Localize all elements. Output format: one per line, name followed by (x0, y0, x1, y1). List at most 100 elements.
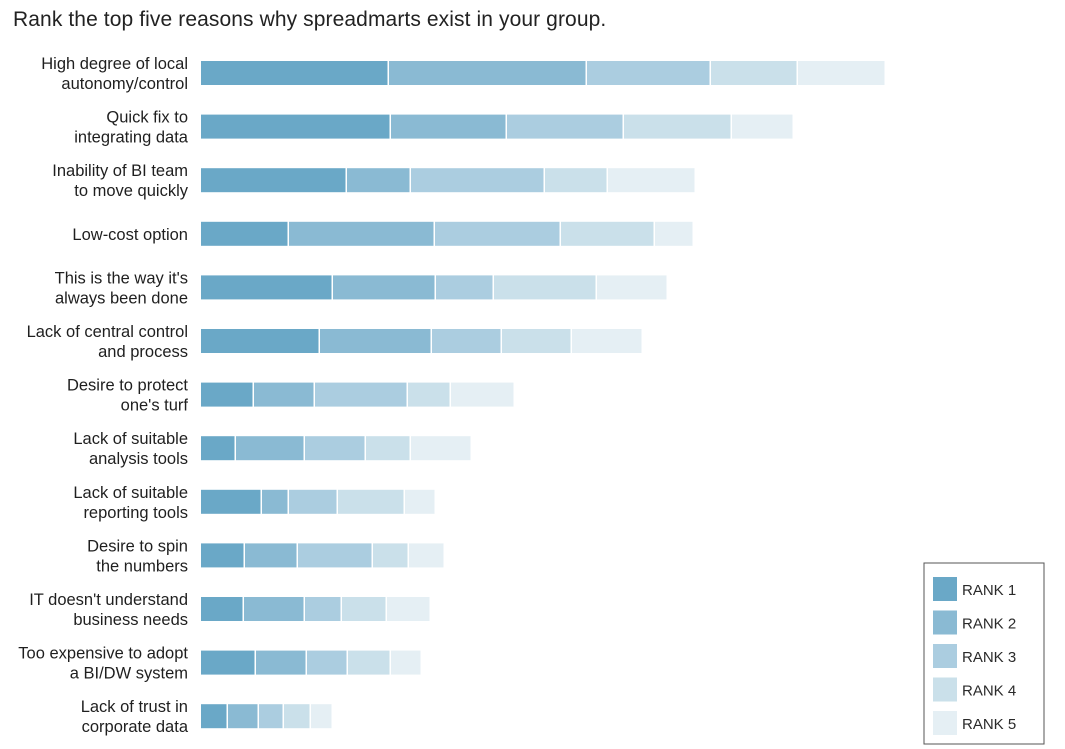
category-label-line: Inability of BI team (52, 162, 188, 180)
bar-segment-rank-4 (561, 221, 654, 246)
bar-segment-rank-2 (256, 650, 306, 675)
category-label-line: IT doesn't understand (29, 591, 188, 609)
category-label: Quick fix to integrating data (74, 109, 189, 147)
category-label-line: Lack of suitable (73, 484, 188, 502)
bar-segment-rank-3 (587, 61, 710, 85)
bar-segment-rank-1 (201, 114, 390, 139)
bar-segment-rank-4 (624, 114, 731, 139)
bar-segment-rank-1 (201, 275, 332, 300)
bar-segment-rank-3 (298, 543, 372, 568)
legend-label: RANK 5 (962, 716, 1016, 733)
category-label-line: a BI/DW system (70, 665, 188, 683)
bar-segment-rank-3 (411, 168, 544, 193)
category-label-line: always been done (55, 289, 188, 307)
category-label: Lack of central control and process (27, 323, 188, 361)
category-label-line: Lack of trust in (81, 698, 188, 716)
bar-segment-rank-5 (572, 329, 642, 353)
category-label: Inability of BI team to move quickly (52, 162, 188, 200)
category-label-line: analysis tools (89, 450, 188, 468)
category-label-line: reporting tools (83, 504, 188, 522)
category-label-line: Desire to protect (67, 377, 188, 395)
bar-segment-rank-4 (342, 597, 386, 621)
bar-segment-rank-5 (391, 650, 421, 675)
bar-segment-rank-4 (348, 650, 390, 675)
category-label-line: autonomy/control (61, 75, 188, 93)
bar-segment-rank-5 (311, 704, 332, 729)
bar-segment-rank-1 (201, 61, 388, 85)
legend-swatch (933, 711, 957, 735)
bar-segment-rank-1 (201, 489, 261, 514)
bar-segment-rank-3 (435, 221, 560, 246)
category-label: High degree of local autonomy/control (41, 55, 188, 93)
category-label-line: High degree of local (41, 55, 188, 73)
bars-layer (201, 61, 885, 729)
category-label-line: integrating data (74, 129, 189, 147)
bar-segment-rank-1 (201, 650, 255, 675)
category-label: This is the way it's always been done (55, 269, 188, 307)
bar-segment-rank-1 (201, 221, 288, 246)
bar-segment-rank-5 (387, 597, 430, 621)
bar-segment-rank-2 (320, 329, 431, 353)
chart-title: Rank the top five reasons why spreadmart… (13, 8, 607, 31)
bar-segment-rank-2 (245, 543, 297, 568)
category-label-line: Quick fix to (106, 109, 188, 127)
bar-segment-rank-1 (201, 543, 244, 568)
bar-segment-rank-4 (366, 436, 410, 461)
bar-segment-rank-1 (201, 704, 227, 729)
category-label: Low-cost option (72, 226, 188, 244)
bar-segment-rank-3 (289, 489, 337, 514)
category-label: IT doesn't understand business needs (29, 591, 188, 629)
bar-segment-rank-5 (405, 489, 435, 514)
bar-segment-rank-3 (305, 597, 341, 621)
bar-segment-rank-5 (732, 114, 793, 139)
bar-segment-rank-3 (315, 382, 407, 407)
bar-segment-rank-2 (347, 168, 410, 193)
bar-segment-rank-2 (389, 61, 586, 85)
category-label: Desire to spin the numbers (87, 537, 188, 575)
bar-segment-rank-5 (409, 543, 444, 568)
bar-segment-rank-3 (307, 650, 347, 675)
category-label-line: and process (98, 343, 188, 361)
bar-segment-rank-3 (436, 275, 493, 300)
category-label: Lack of suitable analysis tools (73, 430, 188, 468)
category-label-line: corporate data (82, 718, 189, 736)
category-label: Desire to protect one's turf (67, 377, 188, 415)
category-labels: High degree of local autonomy/control Quic… (18, 55, 189, 736)
legend: RANK 1 RANK 2 RANK 3 RANK 4 RANK 5 (923, 562, 1045, 745)
bar-segment-rank-2 (228, 704, 258, 729)
category-label: Too expensive to adopt a BI/DW system (18, 645, 188, 683)
category-label-line: Lack of central control (27, 323, 188, 341)
category-label-line: Desire to spin (87, 537, 188, 555)
legend-label: RANK 1 (962, 582, 1016, 599)
bar-segment-rank-3 (432, 329, 501, 353)
bar-segment-rank-2 (244, 597, 304, 621)
legend-label: RANK 2 (962, 616, 1016, 633)
bar-segment-rank-5 (411, 436, 471, 461)
bar-segment-rank-3 (305, 436, 365, 461)
bar-segment-rank-4 (373, 543, 408, 568)
category-label-line: Too expensive to adopt (18, 645, 188, 663)
category-label-line: to move quickly (74, 182, 188, 200)
legend-label: RANK 3 (962, 649, 1016, 666)
bar-segment-rank-4 (338, 489, 404, 514)
category-label: Lack of suitable reporting tools (73, 484, 188, 522)
bar-segment-rank-1 (201, 597, 243, 621)
bar-segment-rank-3 (259, 704, 283, 729)
bar-segment-rank-2 (262, 489, 288, 514)
bar-segment-rank-5 (451, 382, 514, 407)
bar-segment-rank-4 (545, 168, 607, 193)
category-label-line: Lack of suitable (73, 430, 188, 448)
bar-segment-rank-4 (284, 704, 310, 729)
legend-swatch (933, 677, 957, 702)
bar-segment-rank-5 (655, 221, 693, 246)
category-label-line: This is the way it's (55, 269, 188, 287)
bar-segment-rank-2 (236, 436, 304, 461)
bar-segment-rank-5 (798, 61, 885, 85)
bar-segment-rank-3 (507, 114, 623, 139)
bar-segment-rank-1 (201, 329, 319, 353)
legend-swatch (933, 577, 957, 601)
legend-swatch (933, 644, 957, 668)
bar-segment-rank-4 (408, 382, 450, 407)
